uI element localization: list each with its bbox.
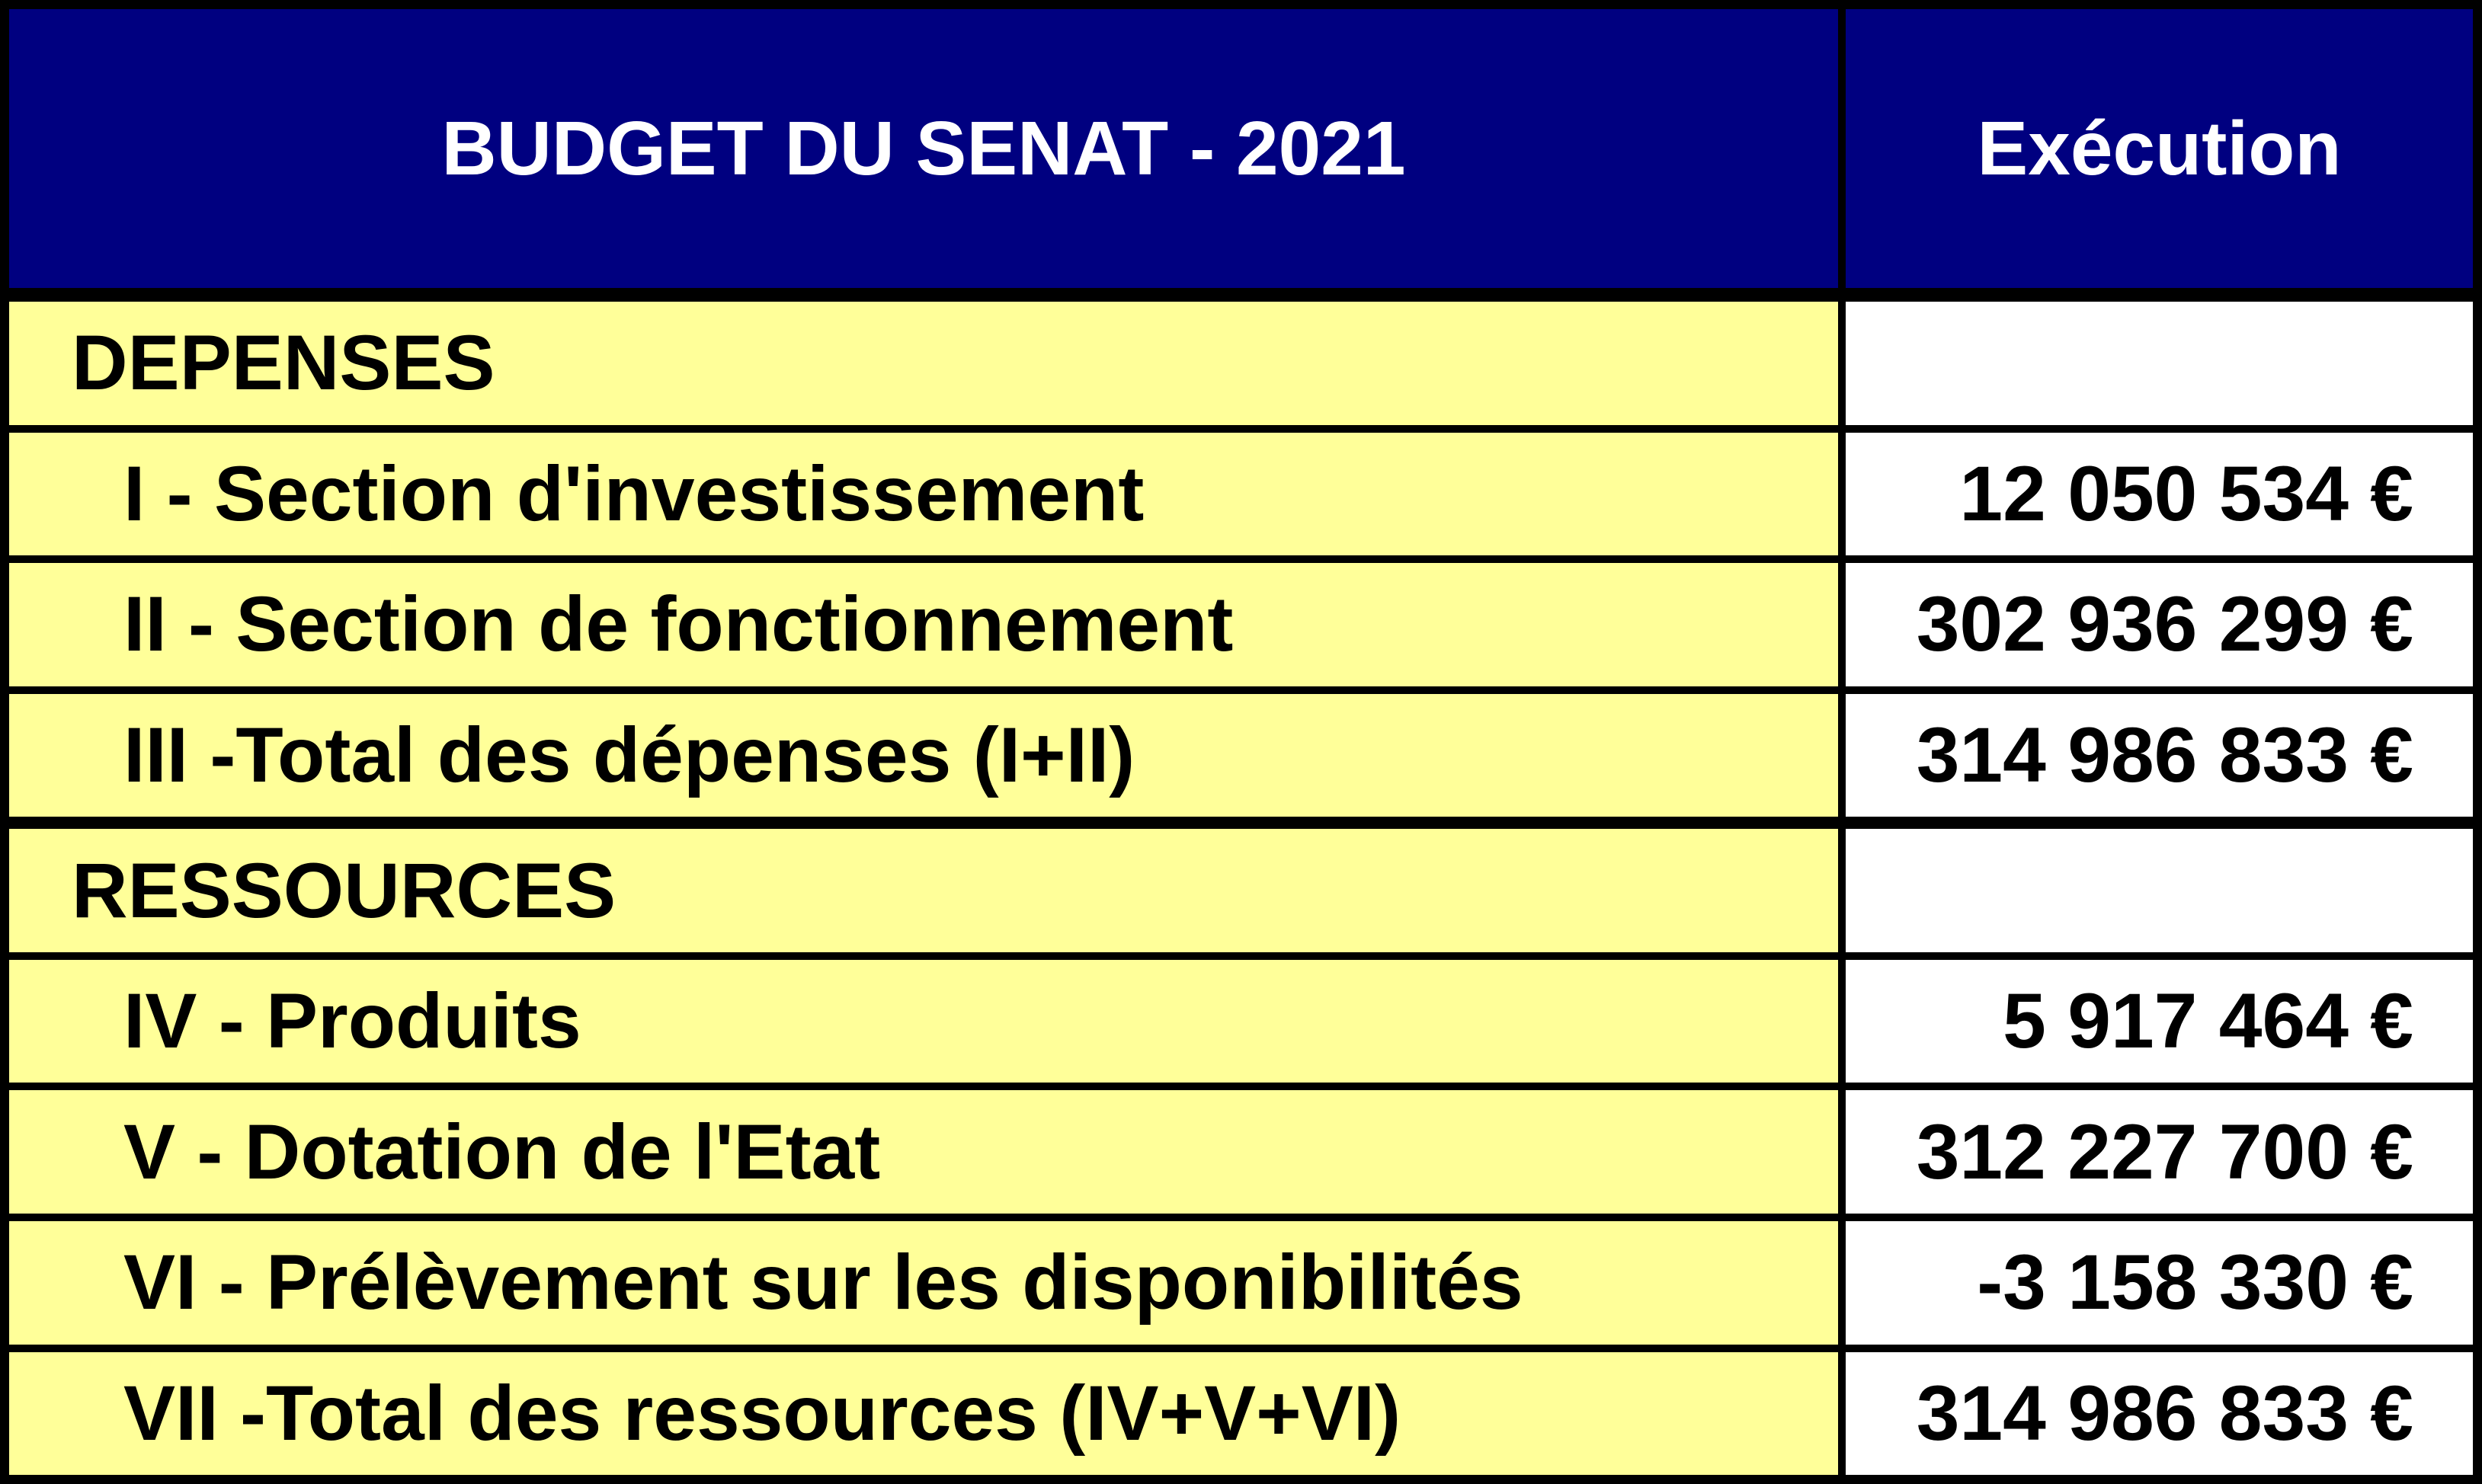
row-value: 5 917 464 € <box>1846 959 2473 1083</box>
row-prelevement-disponibilites: VI - Prélèvement sur les disponibilités … <box>9 1220 2473 1345</box>
row-produits: IV - Produits 5 917 464 € <box>9 959 2473 1083</box>
row-label: IV - Produits <box>9 959 1838 1083</box>
row-value: 314 986 833 € <box>1846 693 2473 817</box>
table-header-row: BUDGET DU SENAT - 2021 Exécution <box>9 9 2473 288</box>
section-label: DEPENSES <box>9 302 1838 425</box>
row-value: 302 936 299 € <box>1846 563 2473 686</box>
row-total-depenses: III -Total des dépenses (I+II) 314 986 8… <box>9 693 2473 817</box>
row-section-fonctionnement: II - Section de fonctionnement 302 936 2… <box>9 563 2473 686</box>
row-value: 12 050 534 € <box>1846 432 2473 556</box>
section-value <box>1846 302 2473 425</box>
row-label: VII -Total des ressources (IV+V+VI) <box>9 1351 1838 1476</box>
row-section-investissement: I - Section d'investissement 12 050 534 … <box>9 432 2473 556</box>
section-value <box>1846 829 2473 952</box>
row-label: III -Total des dépenses (I+II) <box>9 693 1838 817</box>
execution-column-header: Exécution <box>1846 9 2473 288</box>
row-label: I - Section d'investissement <box>9 432 1838 556</box>
row-label: II - Section de fonctionnement <box>9 563 1838 686</box>
row-value: 314 986 833 € <box>1846 1351 2473 1476</box>
row-value: -3 158 330 € <box>1846 1220 2473 1345</box>
row-label: VI - Prélèvement sur les disponibilités <box>9 1220 1838 1345</box>
row-depenses-section: DEPENSES <box>9 302 2473 425</box>
section-label: RESSOURCES <box>9 829 1838 952</box>
row-total-ressources: VII -Total des ressources (IV+V+VI) 314 … <box>9 1351 2473 1476</box>
row-value: 312 227 700 € <box>1846 1090 2473 1214</box>
row-label: V - Dotation de l'Etat <box>9 1090 1838 1214</box>
row-ressources-section: RESSOURCES <box>9 829 2473 952</box>
table-title: BUDGET DU SENAT - 2021 <box>9 9 1838 288</box>
row-dotation-etat: V - Dotation de l'Etat 312 227 700 € <box>9 1090 2473 1214</box>
